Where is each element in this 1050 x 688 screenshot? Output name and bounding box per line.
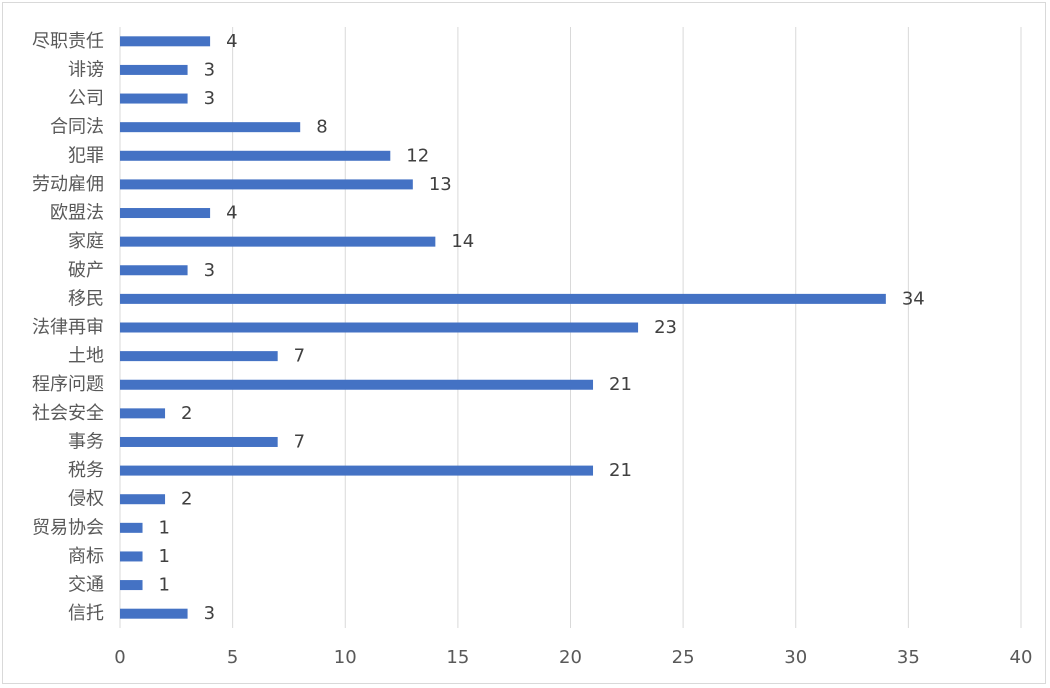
category-label: 土地 (68, 346, 104, 367)
data-label: 1 (159, 546, 170, 567)
bar (120, 150, 391, 161)
category-label: 程序问题 (32, 374, 104, 395)
bar (120, 608, 188, 619)
bars (120, 36, 886, 619)
category-label: 家庭 (68, 231, 104, 252)
bar (120, 494, 166, 505)
bar (120, 122, 301, 133)
bar (120, 465, 594, 476)
data-label: 2 (181, 403, 192, 424)
category-label: 侵权 (68, 489, 104, 510)
data-label: 3 (204, 88, 215, 109)
x-tick-labels: 0 5 10 15 20 25 30 35 40 (114, 647, 1032, 668)
x-tick-label: 20 (559, 647, 582, 668)
bar (120, 351, 278, 362)
category-labels: 尽职责任诽谤公司合同法犯罪劳动雇佣欧盟法家庭破产移民法律再审土地程序问题社会安全… (32, 31, 104, 624)
data-label: 21 (609, 374, 632, 395)
x-tick-label: 10 (334, 647, 357, 668)
data-label: 14 (451, 231, 474, 252)
category-label: 破产 (68, 260, 104, 281)
bar (120, 36, 211, 47)
bar (120, 522, 143, 533)
bar (120, 293, 886, 304)
bar (120, 236, 436, 247)
bar (120, 179, 413, 190)
data-label: 3 (204, 59, 215, 80)
bar (120, 208, 211, 219)
category-label: 交通 (68, 575, 104, 596)
data-label: 1 (159, 575, 170, 596)
category-label: 贸易协会 (32, 517, 104, 538)
data-label: 8 (316, 117, 327, 138)
bar (120, 265, 188, 276)
category-label: 税务 (68, 460, 104, 481)
data-label: 4 (226, 203, 237, 224)
category-label: 欧盟法 (50, 203, 104, 224)
category-label: 社会安全 (32, 403, 104, 424)
x-tick-label: 35 (897, 647, 920, 668)
bar (120, 93, 188, 104)
data-label: 23 (654, 317, 677, 338)
category-label: 诽谤 (68, 59, 104, 80)
category-label: 公司 (68, 88, 104, 109)
data-label: 12 (406, 145, 429, 166)
category-label: 法律再审 (32, 317, 104, 338)
x-tick-label: 40 (1010, 647, 1033, 668)
x-tick-label: 30 (784, 647, 807, 668)
x-tick-label: 15 (446, 647, 469, 668)
data-label: 4 (226, 31, 237, 52)
data-label: 3 (204, 260, 215, 281)
bar (120, 580, 143, 591)
data-label: 3 (204, 603, 215, 624)
bar (120, 551, 143, 562)
category-label: 劳动雇佣 (32, 174, 104, 195)
data-label: 13 (429, 174, 452, 195)
data-label: 1 (159, 517, 170, 538)
category-label: 商标 (68, 546, 104, 567)
bar (120, 322, 639, 333)
x-tick-label: 5 (227, 647, 238, 668)
category-label: 事务 (68, 431, 104, 452)
data-label: 7 (294, 346, 305, 367)
x-tick-label: 25 (672, 647, 695, 668)
data-label: 34 (902, 288, 925, 309)
category-label: 合同法 (50, 117, 104, 138)
bar (120, 408, 166, 419)
category-label: 移民 (68, 288, 104, 309)
data-label: 7 (294, 431, 305, 452)
bar (120, 379, 594, 390)
category-label: 犯罪 (68, 145, 104, 166)
bar (120, 64, 188, 75)
data-label: 2 (181, 489, 192, 510)
data-label: 21 (609, 460, 632, 481)
category-label: 尽职责任 (32, 31, 104, 52)
bar (120, 436, 278, 447)
category-label: 信托 (68, 603, 104, 624)
x-tick-label: 0 (114, 647, 125, 668)
